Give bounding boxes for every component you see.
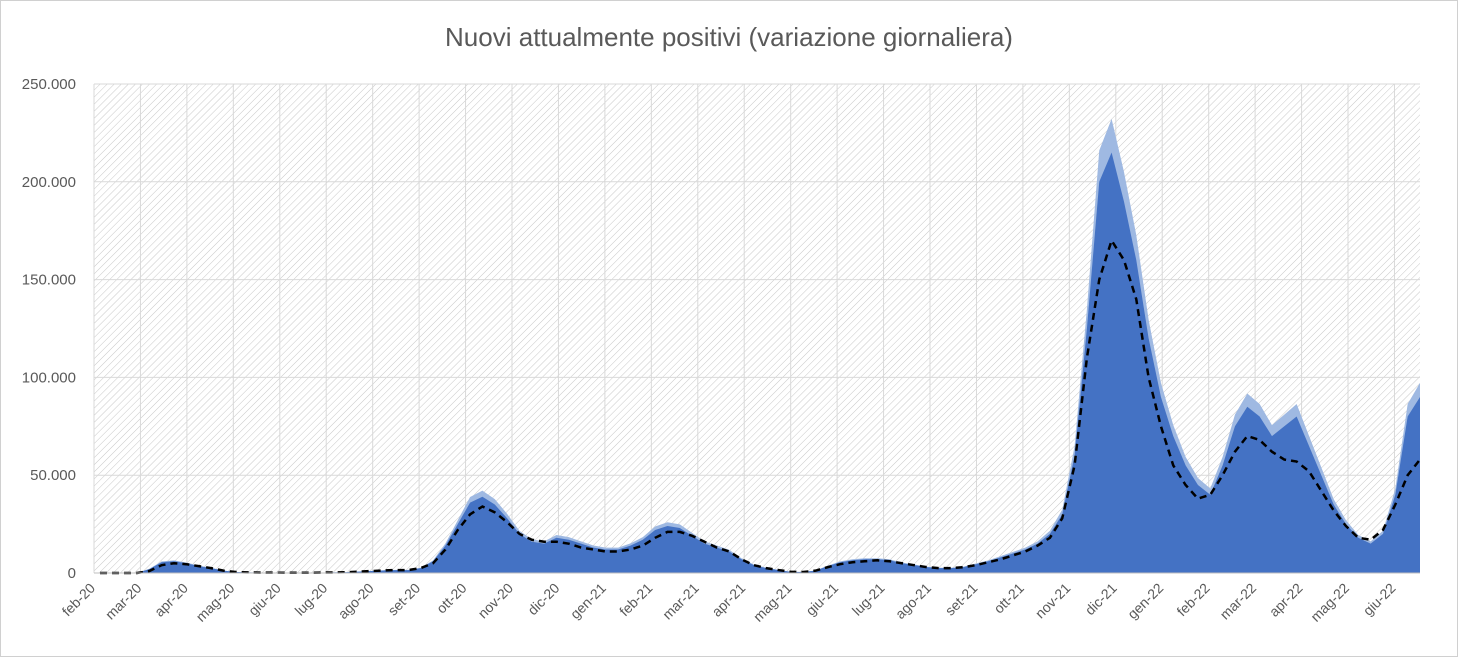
- x-tick-label: nov-21: [1032, 580, 1074, 622]
- x-tick-label: feb-22: [1173, 580, 1213, 620]
- daily-area-series: [100, 152, 1420, 573]
- x-tick-label: feb-21: [616, 580, 656, 620]
- y-tick-label: 250.000: [22, 76, 76, 93]
- x-tick-label: apr-20: [151, 580, 191, 620]
- x-tick-label: set-21: [942, 580, 981, 619]
- y-tick-label: 200.000: [22, 174, 76, 191]
- x-tick-label: gen-22: [1124, 580, 1166, 622]
- x-tick-label: mar-22: [1217, 580, 1260, 623]
- x-tick-label: gen-21: [567, 580, 609, 622]
- x-tick-label: lug-21: [849, 580, 888, 619]
- x-tick-label: feb-20: [59, 580, 99, 620]
- x-tick-label: mar-21: [659, 580, 702, 623]
- x-tick-label: mar-20: [102, 580, 145, 623]
- x-tick-label: nov-20: [475, 580, 517, 622]
- x-tick-label: lug-20: [292, 580, 331, 619]
- y-tick-label: 150.000: [22, 272, 76, 289]
- x-tick-label: mag-20: [193, 580, 238, 625]
- x-tick-label: mag-21: [750, 580, 795, 625]
- x-tick-label: ott-20: [433, 580, 470, 617]
- x-tick-label: giu-22: [1360, 580, 1399, 619]
- x-tick-label: mag-22: [1307, 580, 1352, 625]
- x-tick-label: dic-20: [524, 580, 562, 618]
- x-tick-label: ago-20: [335, 580, 377, 622]
- chart-title: Nuovi attualmente positivi (variazione g…: [445, 22, 1013, 52]
- x-tick-label: set-20: [384, 580, 423, 619]
- y-tick-label: 100.000: [22, 369, 76, 386]
- x-tick-label: apr-21: [708, 580, 748, 620]
- x-tick-label: ott-21: [990, 580, 1027, 617]
- x-tick-label: giu-20: [245, 580, 284, 619]
- y-tick-label: 50.000: [30, 467, 76, 484]
- y-tick-label: 0: [68, 565, 76, 582]
- x-tick-label: giu-21: [802, 580, 841, 619]
- x-tick-label: apr-22: [1266, 580, 1306, 620]
- x-tick-label: dic-21: [1082, 580, 1120, 618]
- x-tick-label: ago-21: [892, 580, 934, 622]
